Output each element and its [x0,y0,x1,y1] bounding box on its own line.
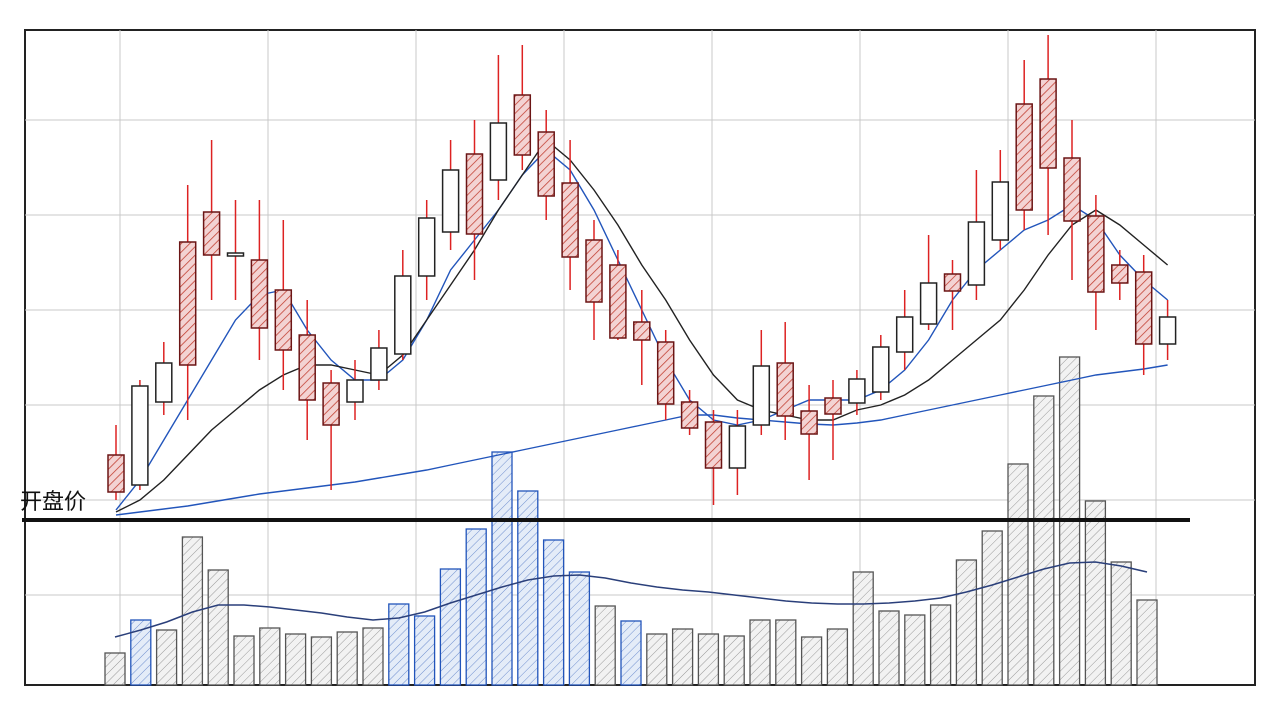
candle-body [943,273,962,292]
candle-body [226,252,245,257]
volume-bar [336,631,358,686]
volume-bar [207,569,229,686]
volume-bar [878,610,900,686]
volume-bar [955,559,978,686]
volume-bar [517,490,539,686]
candle-body [776,362,794,417]
volume-bar [259,627,281,686]
volume-bar [749,619,771,686]
volume-bar [1033,395,1055,686]
candle-body [728,425,747,469]
volume-bar [826,628,849,686]
volume-bar [388,603,410,686]
candle-body [298,334,316,401]
candle-body [1063,157,1081,222]
open-price-label: 开盘价 [20,490,86,515]
volume-bar [594,605,616,686]
candle-body [609,264,627,339]
candle-body [1134,271,1153,345]
volume-bar [1084,500,1107,686]
candle-body [131,385,149,486]
volume-bar [130,619,152,686]
candle-body [465,153,484,235]
candle-body [872,346,890,393]
candle-body [1039,78,1057,169]
candle-body [322,382,340,426]
candle-body [346,379,364,403]
candle-body [561,182,579,258]
volume-bar [697,633,720,686]
candle-body [250,259,269,329]
volume-bar [491,451,513,686]
volume-bar [568,571,591,686]
candle-body [370,347,388,381]
volume-average [114,561,1148,638]
candle-body [417,217,436,277]
candle-body [1087,215,1105,293]
volume-bar [439,568,462,686]
candles [107,35,1177,505]
volume-bar [904,614,926,686]
candle-body [274,289,293,351]
volume [104,356,1158,686]
volume-bar [800,636,823,686]
candle-body [513,94,532,156]
candle-body [656,341,675,405]
candle-body [537,131,555,197]
volume-bar [981,530,1003,686]
candle-body [991,181,1010,241]
candle-body [585,239,603,303]
candle-body [1158,316,1177,345]
volume-bar [104,652,126,686]
candle-body [919,282,938,325]
volume-bar [929,604,952,686]
volume-bar [1136,599,1158,686]
candle-body [800,410,818,435]
candle-body [1015,103,1033,211]
candle-body [394,275,412,355]
moving-average [115,364,1168,516]
volume-bar [775,619,797,686]
volume-bar [852,571,874,686]
candle-body [178,241,197,366]
volume-bar [181,536,204,686]
volume-bar [671,628,694,686]
volume-bar [646,633,668,686]
volume-bar [542,539,565,686]
candle-body [895,316,914,353]
candle-body [752,365,771,426]
candle-body [680,401,699,429]
volume-bar [620,620,642,686]
candle-body [1111,264,1129,284]
volume-bar [723,635,745,686]
candle-body [848,378,866,404]
volume-bar [284,633,307,686]
volume-bar [310,636,333,686]
volume-bar [362,627,384,686]
candle-body [107,454,125,493]
annotations: 开盘价 [20,490,1190,522]
candle-body [489,122,508,181]
volume-bar [465,528,487,686]
volume-bar [1110,561,1132,686]
volume-bar [155,629,178,686]
candle-body [202,211,221,256]
candle-body [633,321,651,341]
moving-average [115,138,1169,513]
candle-body [155,362,173,403]
volume-bar [413,615,436,686]
candle-body [967,221,986,286]
candle-body [824,397,842,415]
candle-body [704,421,723,469]
candle-body [441,169,460,233]
volume-bar [233,635,255,686]
